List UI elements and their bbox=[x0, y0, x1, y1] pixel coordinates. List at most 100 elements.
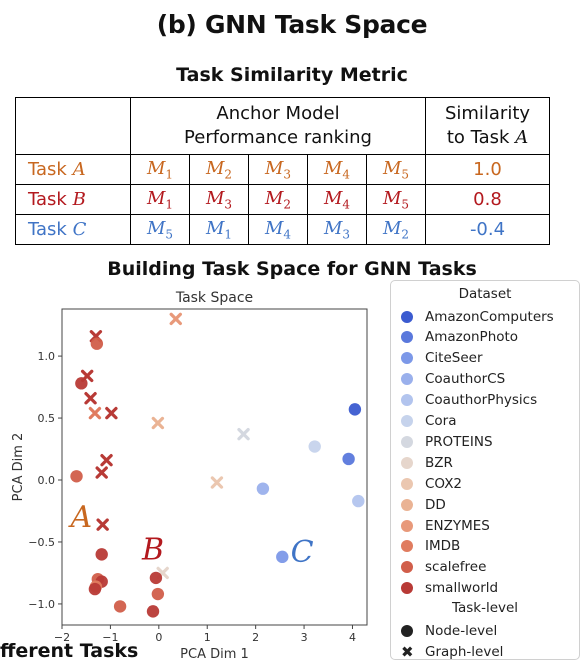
legend-label: CoauthorCS bbox=[425, 371, 506, 388]
header-sim-task: A bbox=[515, 127, 529, 148]
node-level-point bbox=[151, 587, 165, 601]
header-ranking-line2: Performance ranking bbox=[184, 127, 372, 148]
model-symbol: M bbox=[323, 187, 343, 209]
legend: Dataset AmazonComputers AmazonPhoto CiteSee… bbox=[390, 280, 580, 661]
table-row: Task A M1 M2 M3 M4 M5 1.0 bbox=[15, 154, 550, 185]
x-tick-label: 2 bbox=[252, 631, 259, 644]
task-label: Task C bbox=[15, 214, 131, 245]
ranking-cell: M5 bbox=[366, 154, 426, 185]
model-symbol: M bbox=[323, 157, 343, 179]
x-tick-label: 3 bbox=[301, 631, 308, 644]
model-symbol: M bbox=[264, 187, 284, 209]
graph-level-point bbox=[237, 427, 250, 441]
metric-title: Task Similarity Metric bbox=[176, 64, 408, 86]
model-index: 5 bbox=[165, 227, 174, 242]
legend-marker bbox=[401, 331, 413, 344]
legend-label: BZR bbox=[425, 454, 453, 471]
legend-item: BZR bbox=[401, 453, 453, 473]
node-level-point bbox=[348, 403, 362, 416]
task-space-scatter: Task Space −2 −1 0 1 2 3 4 −1.0 −0.5 0.0 0.5 1.0 PCA … bbox=[11, 290, 368, 660]
legend-item: DD bbox=[401, 495, 446, 515]
model-index: 1 bbox=[165, 197, 174, 212]
model-index: 2 bbox=[401, 227, 410, 242]
header-ranking-line1: Anchor Model bbox=[216, 103, 340, 124]
ranking-cell: M2 bbox=[189, 154, 249, 185]
legend-label: Node-level bbox=[425, 622, 498, 639]
graph-level-point bbox=[88, 406, 102, 420]
node-level-point bbox=[90, 337, 104, 350]
legend-item: AmazonPhoto bbox=[401, 327, 518, 347]
legend-item: AmazonComputers bbox=[401, 307, 554, 327]
legend-label: AmazonComputers bbox=[425, 308, 554, 325]
legend-marker bbox=[401, 540, 413, 553]
task-prefix: Task bbox=[28, 189, 73, 210]
ranking-cell: M2 bbox=[366, 214, 426, 245]
ranking-cell: M1 bbox=[130, 184, 190, 215]
table-row: Task B M1 M3 M2 M4 M5 0.8 bbox=[15, 184, 550, 215]
clipped-heading: fferent Tasks bbox=[0, 640, 139, 662]
x-axis-label: PCA Dim 1 bbox=[180, 647, 249, 660]
node-level-point bbox=[149, 571, 163, 585]
legend-label: CiteSeer bbox=[425, 350, 483, 367]
node-level-point bbox=[256, 482, 270, 495]
y-tick-label: −1.0 bbox=[28, 598, 55, 611]
model-symbol: M bbox=[264, 217, 284, 239]
node-level-point bbox=[146, 605, 160, 618]
node-level-point bbox=[342, 452, 355, 466]
model-symbol: M bbox=[205, 187, 225, 209]
node-level-point bbox=[276, 550, 289, 564]
legend-label: IMDB bbox=[425, 538, 461, 555]
model-symbol: M bbox=[205, 217, 225, 239]
similarity-value: 0.8 bbox=[425, 184, 550, 215]
task-space-heading: Building Task Space for GNN Tasks bbox=[107, 258, 477, 280]
legend-marker bbox=[401, 498, 413, 511]
model-index: 1 bbox=[165, 167, 174, 182]
model-symbol: M bbox=[323, 217, 343, 239]
node-level-point bbox=[75, 377, 88, 390]
legend-item: Cora bbox=[401, 411, 457, 431]
panel-title: (b) GNN Task Space bbox=[156, 10, 428, 39]
legend-label: CoauthorPhysics bbox=[425, 392, 538, 409]
task-label: Task B bbox=[15, 184, 131, 215]
model-index: 2 bbox=[283, 197, 292, 212]
x-tick-label: −2 bbox=[54, 631, 70, 644]
graph-level-point bbox=[96, 518, 109, 531]
ranking-cell: M3 bbox=[307, 214, 367, 245]
legend-marker-x: ✖ bbox=[401, 642, 414, 661]
table-header-ranking: Anchor Model Performance ranking bbox=[130, 97, 426, 155]
model-index: 4 bbox=[342, 197, 351, 212]
ranking-cell: M3 bbox=[189, 184, 249, 215]
legend-marker bbox=[401, 435, 413, 448]
node-level-point bbox=[70, 470, 83, 483]
node-level-point bbox=[113, 600, 127, 613]
model-symbol: M bbox=[205, 157, 225, 179]
graph-level-point bbox=[169, 312, 182, 326]
legend-item: CiteSeer bbox=[401, 348, 483, 368]
header-sim-line1: Similarity bbox=[444, 103, 531, 124]
legend-marker bbox=[401, 477, 413, 490]
legend-item: CoauthorCS bbox=[401, 369, 505, 389]
legend-label: smallworld bbox=[425, 580, 499, 597]
y-tick-label: 0.5 bbox=[38, 412, 56, 425]
chart-title: Task Space bbox=[175, 290, 253, 306]
table-header-row: Anchor Model Performance ranking Similar… bbox=[15, 97, 550, 155]
model-symbol: M bbox=[146, 217, 166, 239]
legend-marker bbox=[401, 310, 413, 323]
node-level-point bbox=[308, 440, 321, 453]
similarity-table: Anchor Model Performance ranking Similar… bbox=[15, 97, 550, 245]
legend-label: scalefree bbox=[425, 559, 487, 576]
legend-label: Graph-level bbox=[425, 643, 504, 660]
graph-level-point bbox=[151, 416, 165, 430]
legend-item: ENZYMES bbox=[401, 516, 490, 536]
model-index: 3 bbox=[283, 167, 292, 182]
legend-item: PROTEINS bbox=[401, 432, 493, 452]
task-label: Task A bbox=[15, 154, 131, 185]
legend-item: IMDB bbox=[401, 536, 460, 556]
y-tick-label: 1.0 bbox=[38, 350, 56, 363]
legend-marker-circle bbox=[401, 624, 413, 637]
header-sim-line2: to Task A bbox=[426, 126, 549, 150]
legend-title-level: Task-level bbox=[451, 600, 519, 617]
x-tick-label: 4 bbox=[349, 631, 356, 644]
task-annotation: C bbox=[291, 535, 314, 570]
similarity-value: -0.4 bbox=[425, 214, 550, 245]
